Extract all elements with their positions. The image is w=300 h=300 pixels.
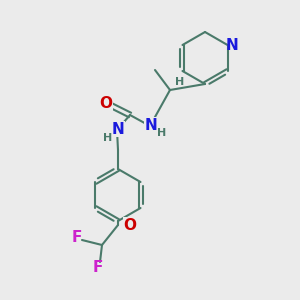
Text: N: N	[145, 118, 158, 133]
Text: O: O	[124, 218, 136, 232]
Text: H: H	[103, 133, 112, 143]
Text: H: H	[158, 128, 166, 138]
Text: O: O	[100, 97, 112, 112]
Text: F: F	[93, 260, 103, 274]
Text: N: N	[225, 38, 238, 52]
Text: N: N	[112, 122, 124, 136]
Text: H: H	[176, 77, 184, 87]
Text: F: F	[72, 230, 82, 245]
